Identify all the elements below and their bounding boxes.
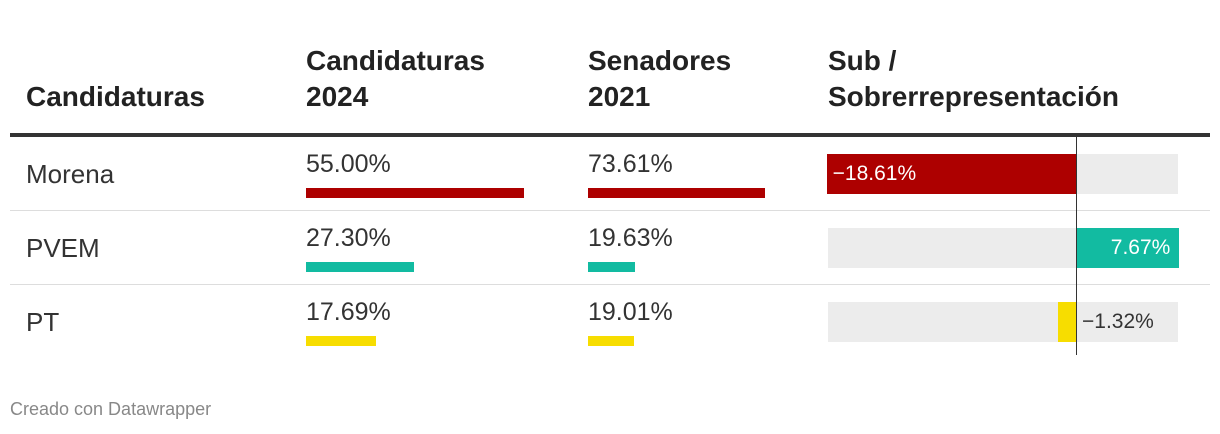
header-candidaturas-2024: Candidaturas 2024 (306, 45, 485, 112)
diff-bar (1076, 228, 1179, 268)
footer-credit: Creado con Datawrapper (10, 399, 212, 419)
senadores-bar (588, 188, 765, 198)
diff-value: 7.67% (1110, 236, 1171, 259)
candidaturas-bar (306, 262, 415, 272)
diff-track (828, 302, 1178, 342)
table-body: Morena 55.00% 73.61% −18.61% PVEM 27.30% 19.63… (10, 137, 1210, 358)
candidaturas-value: 27.30% (306, 224, 391, 252)
diff-value: −1.32% (1082, 310, 1154, 333)
senadores-value: 19.63% (588, 224, 673, 252)
party-name: Morena (26, 159, 115, 189)
senadores-value: 73.61% (588, 150, 673, 178)
header-candidaturas: Candidaturas (26, 81, 205, 112)
zero-line (1076, 133, 1077, 355)
diff-bar (1058, 302, 1076, 342)
table-row: Morena 55.00% 73.61% −18.61% (10, 137, 1210, 211)
candidaturas-value: 55.00% (306, 150, 391, 178)
results-table: Candidaturas Candidaturas 2024 Senadores 2… (10, 36, 1210, 358)
header-sub-sobrerrepresentacion: Sub / Sobrerrepresentación (828, 45, 1119, 112)
candidaturas-value: 17.69% (306, 298, 391, 326)
party-name: PVEM (26, 233, 100, 263)
table-row: PT 17.69% 19.01% −1.32% (10, 285, 1210, 358)
candidaturas-bar (306, 336, 377, 346)
candidaturas-bar (306, 188, 524, 198)
senadores-value: 19.01% (588, 298, 673, 326)
senadores-bar (588, 262, 636, 272)
diff-bar (826, 154, 1076, 194)
header-senadores-2021: Senadores 2021 (588, 45, 732, 112)
party-name: PT (26, 307, 60, 337)
senadores-bar (588, 336, 634, 346)
diff-value: −18.61% (832, 162, 917, 185)
table-header: Candidaturas Candidaturas 2024 Senadores 2… (10, 36, 1210, 137)
table-row: PVEM 27.30% 19.63% 7.67% (10, 211, 1210, 285)
